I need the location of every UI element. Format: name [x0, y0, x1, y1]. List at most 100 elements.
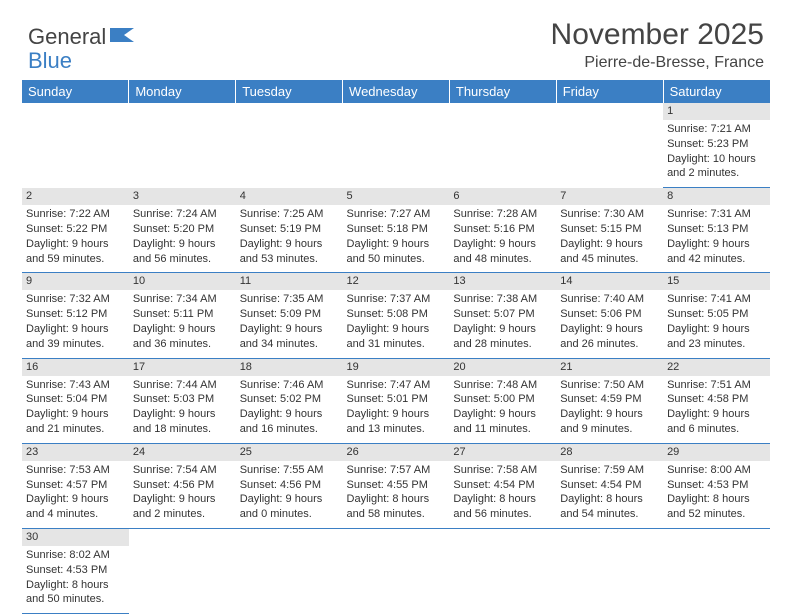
sunset-line: Sunset: 5:04 PM — [26, 392, 125, 407]
day-details: Sunrise: 7:48 AMSunset: 5:00 PMDaylight:… — [449, 376, 556, 441]
day-number-row: 9101112131415 — [22, 273, 770, 290]
daylight-line: Daylight: 9 hours and 48 minutes. — [453, 237, 552, 267]
sunrise-line: Sunrise: 7:30 AM — [560, 207, 659, 222]
daylight-line: Daylight: 9 hours and 13 minutes. — [347, 407, 446, 437]
day-cell: Sunrise: 7:54 AMSunset: 4:56 PMDaylight:… — [129, 461, 236, 529]
sunset-line: Sunset: 5:07 PM — [453, 307, 552, 322]
sunrise-line: Sunrise: 7:25 AM — [240, 207, 339, 222]
sunrise-line: Sunrise: 7:27 AM — [347, 207, 446, 222]
sunset-line: Sunset: 5:01 PM — [347, 392, 446, 407]
daylight-line: Daylight: 9 hours and 59 minutes. — [26, 237, 125, 267]
day-number: 25 — [236, 443, 343, 460]
sunrise-line: Sunrise: 7:58 AM — [453, 463, 552, 478]
sunrise-line: Sunrise: 7:44 AM — [133, 378, 232, 393]
sunrise-line: Sunrise: 7:46 AM — [240, 378, 339, 393]
day-header: Monday — [129, 80, 236, 103]
daylight-line: Daylight: 9 hours and 28 minutes. — [453, 322, 552, 352]
day-details: Sunrise: 7:34 AMSunset: 5:11 PMDaylight:… — [129, 290, 236, 355]
day-header-row: SundayMondayTuesdayWednesdayThursdayFrid… — [22, 80, 770, 103]
calendar-table: SundayMondayTuesdayWednesdayThursdayFrid… — [22, 80, 770, 614]
day-cell: Sunrise: 7:25 AMSunset: 5:19 PMDaylight:… — [236, 205, 343, 273]
sunrise-line: Sunrise: 7:35 AM — [240, 292, 339, 307]
logo-text-1: General — [28, 24, 106, 50]
daylight-line: Daylight: 9 hours and 36 minutes. — [133, 322, 232, 352]
daylight-line: Daylight: 8 hours and 58 minutes. — [347, 492, 446, 522]
sunset-line: Sunset: 4:57 PM — [26, 478, 125, 493]
sunrise-line: Sunrise: 7:59 AM — [560, 463, 659, 478]
day-number: 8 — [663, 188, 770, 205]
day-cell: Sunrise: 7:51 AMSunset: 4:58 PMDaylight:… — [663, 376, 770, 444]
day-details: Sunrise: 7:38 AMSunset: 5:07 PMDaylight:… — [449, 290, 556, 355]
flag-icon — [110, 24, 136, 50]
day-header: Sunday — [22, 80, 129, 103]
day-details: Sunrise: 7:21 AMSunset: 5:23 PMDaylight:… — [663, 120, 770, 185]
sunrise-line: Sunrise: 7:28 AM — [453, 207, 552, 222]
sunrise-line: Sunrise: 7:47 AM — [347, 378, 446, 393]
day-number — [663, 529, 770, 546]
day-cell — [663, 546, 770, 614]
daylight-line: Daylight: 9 hours and 23 minutes. — [667, 322, 766, 352]
day-details: Sunrise: 7:59 AMSunset: 4:54 PMDaylight:… — [556, 461, 663, 526]
day-number: 14 — [556, 273, 663, 290]
day-number: 17 — [129, 358, 236, 375]
day-cell: Sunrise: 7:48 AMSunset: 5:00 PMDaylight:… — [449, 376, 556, 444]
daylight-line: Daylight: 9 hours and 0 minutes. — [240, 492, 339, 522]
sunset-line: Sunset: 5:15 PM — [560, 222, 659, 237]
day-number — [129, 529, 236, 546]
day-content-row: Sunrise: 7:32 AMSunset: 5:12 PMDaylight:… — [22, 290, 770, 358]
day-details: Sunrise: 7:47 AMSunset: 5:01 PMDaylight:… — [343, 376, 450, 441]
sunrise-line: Sunrise: 7:32 AM — [26, 292, 125, 307]
day-cell: Sunrise: 7:37 AMSunset: 5:08 PMDaylight:… — [343, 290, 450, 358]
sunset-line: Sunset: 5:20 PM — [133, 222, 232, 237]
day-number: 23 — [22, 443, 129, 460]
day-header: Saturday — [663, 80, 770, 103]
day-cell: Sunrise: 7:50 AMSunset: 4:59 PMDaylight:… — [556, 376, 663, 444]
sunset-line: Sunset: 4:56 PM — [240, 478, 339, 493]
day-number: 27 — [449, 443, 556, 460]
daylight-line: Daylight: 8 hours and 56 minutes. — [453, 492, 552, 522]
day-cell: Sunrise: 7:43 AMSunset: 5:04 PMDaylight:… — [22, 376, 129, 444]
sunset-line: Sunset: 5:09 PM — [240, 307, 339, 322]
logo: General — [28, 24, 136, 50]
daylight-line: Daylight: 9 hours and 56 minutes. — [133, 237, 232, 267]
day-cell: Sunrise: 7:59 AMSunset: 4:54 PMDaylight:… — [556, 461, 663, 529]
sunrise-line: Sunrise: 7:21 AM — [667, 122, 766, 137]
daylight-line: Daylight: 9 hours and 31 minutes. — [347, 322, 446, 352]
day-cell: Sunrise: 7:53 AMSunset: 4:57 PMDaylight:… — [22, 461, 129, 529]
day-details: Sunrise: 7:31 AMSunset: 5:13 PMDaylight:… — [663, 205, 770, 270]
day-content-row: Sunrise: 7:53 AMSunset: 4:57 PMDaylight:… — [22, 461, 770, 529]
day-cell: Sunrise: 7:34 AMSunset: 5:11 PMDaylight:… — [129, 290, 236, 358]
day-details: Sunrise: 7:55 AMSunset: 4:56 PMDaylight:… — [236, 461, 343, 526]
day-number — [236, 103, 343, 120]
day-number: 19 — [343, 358, 450, 375]
daylight-line: Daylight: 9 hours and 26 minutes. — [560, 322, 659, 352]
daylight-line: Daylight: 8 hours and 50 minutes. — [26, 578, 125, 608]
day-number: 11 — [236, 273, 343, 290]
day-details: Sunrise: 7:40 AMSunset: 5:06 PMDaylight:… — [556, 290, 663, 355]
sunset-line: Sunset: 4:54 PM — [560, 478, 659, 493]
day-cell: Sunrise: 7:58 AMSunset: 4:54 PMDaylight:… — [449, 461, 556, 529]
day-header: Tuesday — [236, 80, 343, 103]
day-number: 1 — [663, 103, 770, 120]
day-number: 22 — [663, 358, 770, 375]
day-details: Sunrise: 8:02 AMSunset: 4:53 PMDaylight:… — [22, 546, 129, 611]
daylight-line: Daylight: 9 hours and 6 minutes. — [667, 407, 766, 437]
day-content-row: Sunrise: 7:21 AMSunset: 5:23 PMDaylight:… — [22, 120, 770, 188]
day-details: Sunrise: 7:24 AMSunset: 5:20 PMDaylight:… — [129, 205, 236, 270]
sunset-line: Sunset: 5:05 PM — [667, 307, 766, 322]
day-cell — [236, 546, 343, 614]
day-cell: Sunrise: 7:47 AMSunset: 5:01 PMDaylight:… — [343, 376, 450, 444]
sunrise-line: Sunrise: 7:48 AM — [453, 378, 552, 393]
day-number: 2 — [22, 188, 129, 205]
day-number: 6 — [449, 188, 556, 205]
day-number: 3 — [129, 188, 236, 205]
day-number: 4 — [236, 188, 343, 205]
day-number: 9 — [22, 273, 129, 290]
day-number: 21 — [556, 358, 663, 375]
daylight-line: Daylight: 9 hours and 16 minutes. — [240, 407, 339, 437]
day-details: Sunrise: 7:30 AMSunset: 5:15 PMDaylight:… — [556, 205, 663, 270]
day-number: 18 — [236, 358, 343, 375]
day-cell: Sunrise: 7:55 AMSunset: 4:56 PMDaylight:… — [236, 461, 343, 529]
day-cell — [449, 120, 556, 188]
sunset-line: Sunset: 5:13 PM — [667, 222, 766, 237]
